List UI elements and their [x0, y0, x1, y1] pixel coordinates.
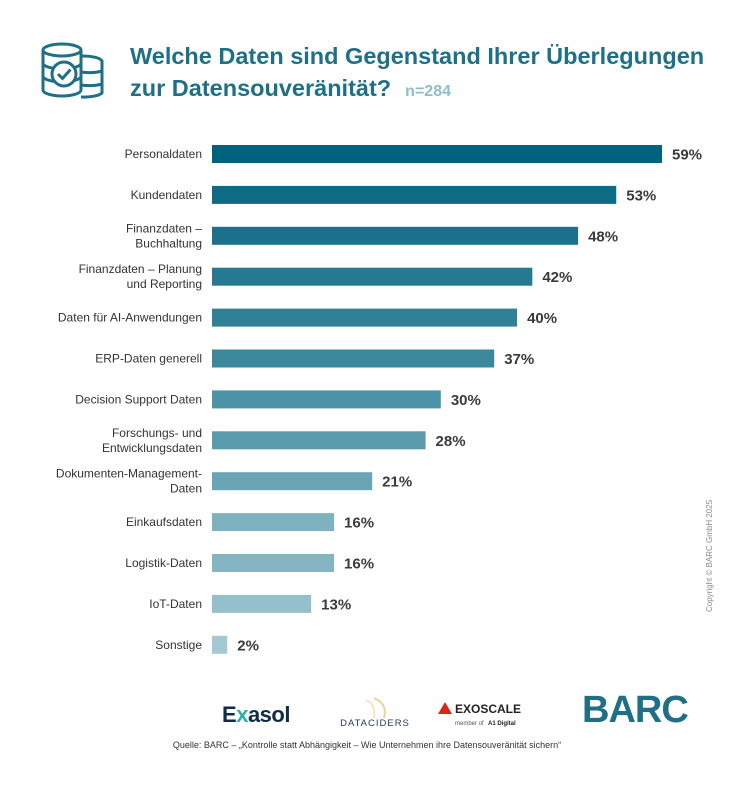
value-label: 16%: [344, 515, 374, 532]
category-label: Einkaufsdaten: [126, 515, 202, 529]
category-label: Kundendaten: [131, 188, 202, 202]
bar: [212, 145, 662, 163]
bar: [212, 594, 312, 613]
category-label-line: Buchhaltung: [135, 236, 202, 250]
dataciders-logo-text: DATACIDERS: [340, 718, 410, 729]
value-label: 53%: [626, 187, 656, 204]
category-label-line: Finanzdaten –: [126, 221, 202, 235]
bar: [212, 554, 335, 572]
value-label: 2%: [237, 637, 259, 654]
category-label-line: Daten: [170, 482, 202, 496]
bar-chart: 59% Personaldaten 53% Kundendaten 48% Finanzd…: [56, 145, 702, 654]
source-note: Quelle: BARC – „Kontrolle statt Abhängig…: [172, 740, 562, 750]
category-label-line: IoT-Daten: [149, 597, 202, 611]
barc-logo: BARC: [582, 689, 689, 731]
chart-title: Welche Daten sind Gegenstand Ihrer Überl…: [130, 40, 710, 108]
category-label-line: Einkaufsdaten: [126, 515, 202, 529]
category-label: Forschungs- und Entwicklungsdaten: [102, 426, 202, 455]
exasol-logo-x: x: [236, 702, 248, 727]
bar: [212, 431, 426, 450]
category-label-line: Logistik-Daten: [125, 556, 202, 570]
title-line-1: Welche Daten sind Gegenstand Ihrer Überl…: [130, 43, 705, 69]
bar: [212, 635, 228, 654]
category-label-line: Personaldaten: [125, 147, 202, 161]
bar: [212, 226, 579, 245]
category-label-line: Entwicklungsdaten: [102, 441, 202, 455]
bar: [212, 472, 373, 491]
category-label-line: Finanzdaten – Planung: [79, 262, 202, 276]
category-label: Finanzdaten – Planung und Reporting: [79, 262, 202, 291]
value-label: 28%: [436, 433, 466, 450]
category-label-line: Sonstige: [155, 638, 202, 652]
category-label-line: Kundendaten: [131, 188, 202, 202]
exoscale-logo-sub1: member of: [455, 721, 484, 727]
bar: [212, 308, 518, 327]
value-label: 30%: [451, 392, 481, 409]
category-label-line: Forschungs- und: [112, 426, 202, 440]
category-label: Decision Support Daten: [75, 392, 202, 406]
value-label: 42%: [542, 269, 572, 286]
category-label-line: ERP-Daten generell: [95, 352, 202, 366]
bar: [212, 349, 495, 368]
value-label: 48%: [588, 228, 618, 245]
exoscale-logo-sub2: A1 Digital: [488, 721, 516, 727]
category-label-line: Dokumenten-Management-: [56, 467, 202, 481]
value-label: 16%: [344, 556, 374, 573]
copyright-text: Copyright © BARC GmbH 2025: [705, 499, 714, 612]
bar: [212, 513, 335, 532]
bar: [212, 267, 533, 286]
exasol-logo: Exasol: [222, 702, 290, 728]
exoscale-logo-text: EXOSCALE: [455, 702, 521, 716]
title-line-2-text: zur Datensouveränität?: [130, 75, 392, 101]
category-label: Dokumenten-Management-Daten: [56, 467, 202, 496]
bar: [212, 185, 617, 204]
value-label: 37%: [504, 351, 534, 368]
database-check-icon: [41, 42, 104, 99]
value-label: 59%: [672, 147, 702, 164]
title-line-2: zur Datensouveränität? n=284: [130, 72, 710, 108]
category-label: ERP-Daten generell: [95, 352, 202, 366]
exasol-logo-rest: asol: [247, 702, 291, 727]
value-label: 40%: [527, 310, 557, 327]
category-label-line: Decision Support Daten: [75, 392, 202, 406]
category-label: Sonstige: [155, 638, 202, 652]
category-label-line: und Reporting: [127, 277, 202, 291]
partner-logos: Exasol DATACIDERS EXOSCALE member of A1 …: [0, 688, 734, 732]
category-label: Personaldaten: [125, 147, 202, 161]
bar: [212, 390, 441, 409]
exoscale-logo: EXOSCALE member of A1 Digital: [438, 702, 521, 727]
value-label: 21%: [382, 474, 412, 491]
category-label: Logistik-Daten: [125, 556, 202, 570]
category-label: IoT-Daten: [149, 597, 202, 611]
category-label: Finanzdaten – Buchhaltung: [126, 221, 202, 250]
exasol-logo-e: E: [222, 702, 237, 727]
category-label: Daten für AI-Anwendungen: [58, 311, 202, 325]
dataciders-logo: DATACIDERS: [340, 697, 410, 729]
sample-size: n=284: [405, 83, 451, 100]
value-label: 13%: [321, 596, 351, 613]
category-label-line: Daten für AI-Anwendungen: [58, 311, 202, 325]
